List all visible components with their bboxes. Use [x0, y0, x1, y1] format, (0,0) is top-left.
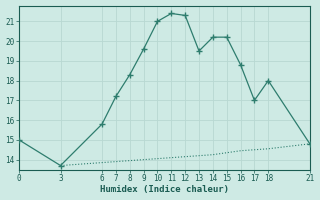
X-axis label: Humidex (Indice chaleur): Humidex (Indice chaleur) [100, 185, 229, 194]
